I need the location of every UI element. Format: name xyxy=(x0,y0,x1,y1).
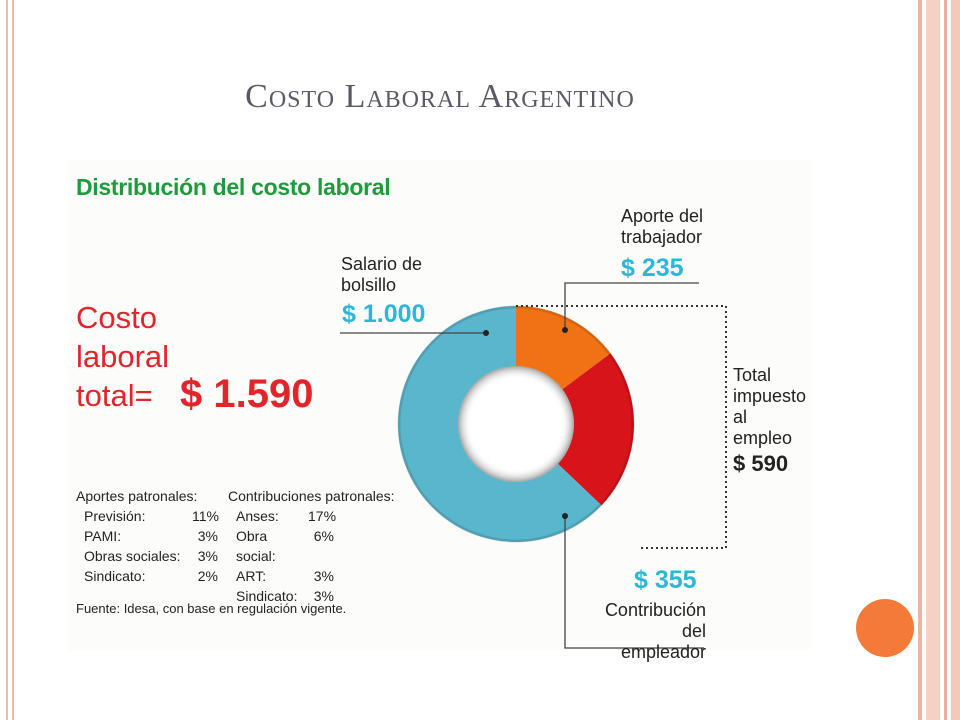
donut-hole-shadow xyxy=(458,366,574,482)
aporte-item-pct: 11% xyxy=(192,508,219,524)
aporte-label-line: trabajador xyxy=(621,227,703,247)
aporte-item-name: Obras sociales: xyxy=(84,548,181,564)
costo-label-line: laboral xyxy=(76,339,170,374)
costo-laboral-label: Costo laboral total= xyxy=(76,298,169,415)
leader-dot-contribucion xyxy=(562,513,568,519)
aporte-value: $ 235 xyxy=(621,254,684,282)
contribucion-item-pct: 17% xyxy=(308,508,337,524)
slide-frame-right xyxy=(918,0,960,720)
leader-aporte xyxy=(564,282,699,328)
donut-segment-aporte xyxy=(516,306,611,390)
salario-label-line: Salario de xyxy=(341,254,423,274)
contribuciones-heading: Contribuciones patronales: xyxy=(228,488,395,504)
aportes-heading: Aportes patronales: xyxy=(76,488,198,504)
costo-label-line: Costo xyxy=(76,300,157,335)
donut-segment-salario xyxy=(398,306,602,542)
leader-contribucion xyxy=(564,518,704,649)
slide-frame-left xyxy=(0,0,14,720)
costo-label-line: total= xyxy=(76,378,153,413)
salario-value: $ 1.000 xyxy=(342,300,426,328)
aporte-label: Aporte del trabajador xyxy=(621,206,703,248)
contribucion-label: Contribución del empleador xyxy=(604,600,706,663)
infographic-title: Distribución del costo laboral xyxy=(76,174,391,200)
contribucion-item-pct: 3% xyxy=(313,588,334,604)
costo-total-value: $ 1.590 xyxy=(180,372,314,416)
donut-chart xyxy=(340,282,727,649)
total-impuesto-label: Total impuesto al empleo xyxy=(733,365,810,449)
total-impuesto-line: Total xyxy=(733,365,772,385)
total-impuesto-line: al empleo xyxy=(733,407,793,448)
infographic-panel: Distribución del costo laboral Costo lab… xyxy=(68,160,810,662)
slide-title: Costo Laboral Argentino xyxy=(245,78,635,115)
contribucion-item-name: Anses: xyxy=(236,508,279,524)
impuesto-bracket xyxy=(516,305,727,549)
aporte-item-name: Previsión: xyxy=(84,508,146,524)
aporte-item-pct: 2% xyxy=(197,568,218,584)
donut-segment-contribucion xyxy=(558,353,634,506)
decorative-orange-dot xyxy=(856,599,914,657)
aporte-item-name: Sindicato: xyxy=(84,568,146,584)
leader-dot-salario xyxy=(483,330,489,336)
leader-dot-aporte xyxy=(562,327,568,333)
total-impuesto-value: $ 590 xyxy=(733,451,789,476)
donut-segments xyxy=(397,305,635,543)
contribucion-item-name: Obra social: xyxy=(236,528,276,564)
aporte-label-line: Aporte del xyxy=(621,206,704,226)
aportes-patronales-list: Aportes patronales: Previsión: 11% PAMI: 3… xyxy=(76,486,226,586)
contribucion-item-name: ART: xyxy=(236,568,267,584)
salario-label-line: bolsillo xyxy=(341,275,397,295)
contribucion-label-line: Contribución xyxy=(604,600,706,620)
contribucion-item-pct: 3% xyxy=(313,568,334,584)
aporte-item-name: PAMI: xyxy=(84,528,122,544)
contribucion-item-pct: 6% xyxy=(313,528,334,544)
contribuciones-patronales-list: Contribuciones patronales: Anses: 17% Obr… xyxy=(228,486,418,606)
salario-label: Salario de bolsillo xyxy=(341,254,422,296)
contribucion-item-name: Sindicato: xyxy=(236,588,298,604)
total-impuesto-line: impuesto xyxy=(733,386,807,406)
aporte-item-pct: 3% xyxy=(197,528,218,544)
contribucion-value: $ 355 xyxy=(634,566,697,594)
source-note: Fuente: Idesa, con base en regulación vi… xyxy=(76,601,347,616)
contribucion-label-line: del empleador xyxy=(620,621,706,662)
aporte-item-pct: 3% xyxy=(197,548,218,564)
